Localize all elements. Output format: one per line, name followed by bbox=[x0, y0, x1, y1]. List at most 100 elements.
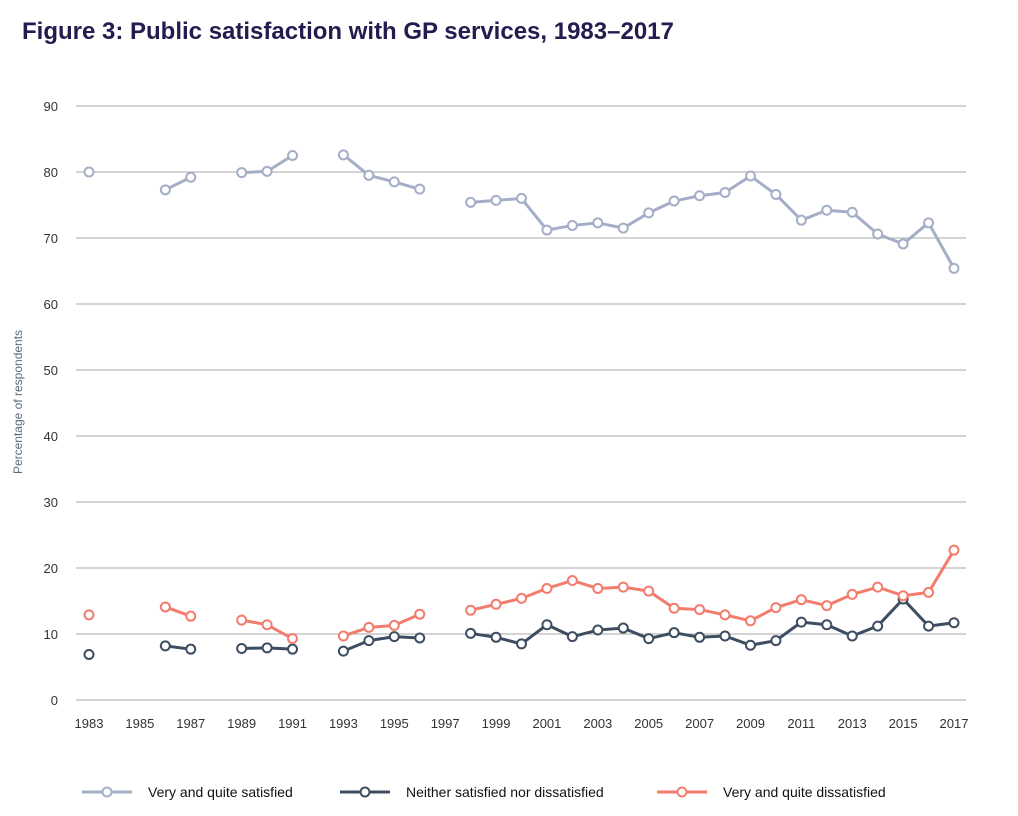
data-point bbox=[465, 604, 477, 616]
x-tick-label: 2013 bbox=[838, 716, 867, 731]
y-axis-ticks: 0 10 20 30 40 50 60 70 80 90 bbox=[44, 99, 58, 708]
data-point bbox=[287, 643, 299, 655]
data-point bbox=[159, 601, 171, 613]
x-tick-label: 2015 bbox=[889, 716, 918, 731]
x-tick-label: 2009 bbox=[736, 716, 765, 731]
data-point bbox=[744, 170, 756, 182]
x-tick-label: 2007 bbox=[685, 716, 714, 731]
data-point bbox=[516, 638, 527, 650]
chart-title: Figure 3: Public satisfaction with GP se… bbox=[22, 18, 674, 45]
x-tick-label: 1993 bbox=[329, 716, 358, 731]
data-point bbox=[846, 206, 858, 218]
x-tick-label: 1985 bbox=[125, 716, 154, 731]
legend-swatch-marker bbox=[359, 786, 371, 798]
data-point bbox=[846, 630, 858, 642]
data-point bbox=[465, 627, 477, 639]
data-point bbox=[541, 619, 553, 631]
data-point bbox=[795, 616, 807, 628]
legend-label: Very and quite dissatisfied bbox=[723, 784, 886, 800]
series-2 bbox=[83, 544, 960, 645]
x-tick-label: 1997 bbox=[431, 716, 460, 731]
x-tick-label: 1995 bbox=[380, 716, 409, 731]
legend-item-0: Very and quite satisfied bbox=[82, 784, 293, 800]
y-tick-label: 10 bbox=[44, 627, 58, 642]
data-point bbox=[719, 630, 731, 642]
data-point bbox=[516, 192, 527, 204]
data-point bbox=[414, 183, 426, 195]
data-point bbox=[846, 588, 858, 600]
legend: Very and quite satisfied Neither satisfie… bbox=[82, 784, 886, 800]
data-point bbox=[490, 631, 502, 643]
data-point bbox=[694, 190, 706, 202]
data-point bbox=[948, 617, 960, 629]
y-tick-label: 90 bbox=[44, 99, 58, 114]
data-point bbox=[159, 640, 171, 652]
data-point bbox=[744, 615, 756, 627]
data-point bbox=[566, 219, 578, 231]
data-point bbox=[516, 592, 527, 604]
data-point bbox=[643, 633, 655, 645]
y-tick-label: 40 bbox=[44, 429, 58, 444]
y-tick-label: 80 bbox=[44, 165, 58, 180]
x-tick-label: 2003 bbox=[583, 716, 612, 731]
series-1 bbox=[83, 593, 960, 660]
data-point bbox=[795, 594, 807, 606]
x-tick-label: 2001 bbox=[532, 716, 561, 731]
data-point bbox=[363, 621, 375, 633]
x-tick-label: 1991 bbox=[278, 716, 307, 731]
series-0 bbox=[83, 149, 960, 274]
data-point bbox=[185, 610, 197, 622]
data-point bbox=[719, 609, 731, 621]
data-point bbox=[821, 619, 833, 631]
data-point bbox=[490, 598, 502, 610]
legend-swatch-marker bbox=[101, 786, 113, 798]
data-point bbox=[261, 642, 273, 654]
data-point bbox=[388, 176, 400, 188]
data-point bbox=[948, 544, 960, 556]
data-point bbox=[287, 633, 299, 645]
data-point bbox=[872, 620, 884, 632]
data-point bbox=[872, 228, 884, 240]
y-tick-label: 0 bbox=[51, 693, 58, 708]
data-point bbox=[363, 169, 375, 181]
x-tick-label: 2005 bbox=[634, 716, 663, 731]
data-point bbox=[159, 184, 171, 196]
series-line bbox=[342, 612, 421, 638]
data-point bbox=[770, 188, 782, 200]
data-point bbox=[388, 631, 400, 643]
data-point bbox=[363, 635, 375, 647]
data-point bbox=[287, 150, 299, 161]
data-point bbox=[948, 262, 960, 274]
y-tick-label: 70 bbox=[44, 231, 58, 246]
data-point bbox=[923, 217, 935, 229]
data-point bbox=[872, 581, 884, 593]
data-point bbox=[592, 624, 604, 636]
data-point bbox=[795, 214, 807, 226]
data-point bbox=[337, 149, 349, 161]
series-group bbox=[83, 149, 960, 660]
data-point bbox=[83, 609, 95, 621]
data-point bbox=[236, 167, 248, 179]
series-line bbox=[470, 174, 956, 270]
data-point bbox=[566, 575, 578, 587]
data-point bbox=[414, 632, 426, 644]
data-point bbox=[617, 622, 629, 634]
data-point bbox=[744, 639, 756, 651]
data-point bbox=[541, 224, 553, 236]
x-tick-label: 1987 bbox=[176, 716, 205, 731]
data-point bbox=[694, 604, 706, 616]
data-point bbox=[261, 619, 273, 631]
y-axis-label: Percentage of respondents bbox=[11, 330, 25, 474]
data-point bbox=[617, 581, 629, 593]
data-point bbox=[261, 165, 273, 177]
data-point bbox=[490, 194, 502, 206]
data-point bbox=[923, 620, 935, 632]
data-point bbox=[897, 590, 909, 602]
legend-label: Very and quite satisfied bbox=[148, 784, 293, 800]
x-tick-label: 1989 bbox=[227, 716, 256, 731]
x-tick-label: 2011 bbox=[787, 716, 815, 731]
data-point bbox=[83, 648, 95, 660]
x-tick-label: 2017 bbox=[940, 716, 969, 731]
data-point bbox=[643, 585, 655, 597]
